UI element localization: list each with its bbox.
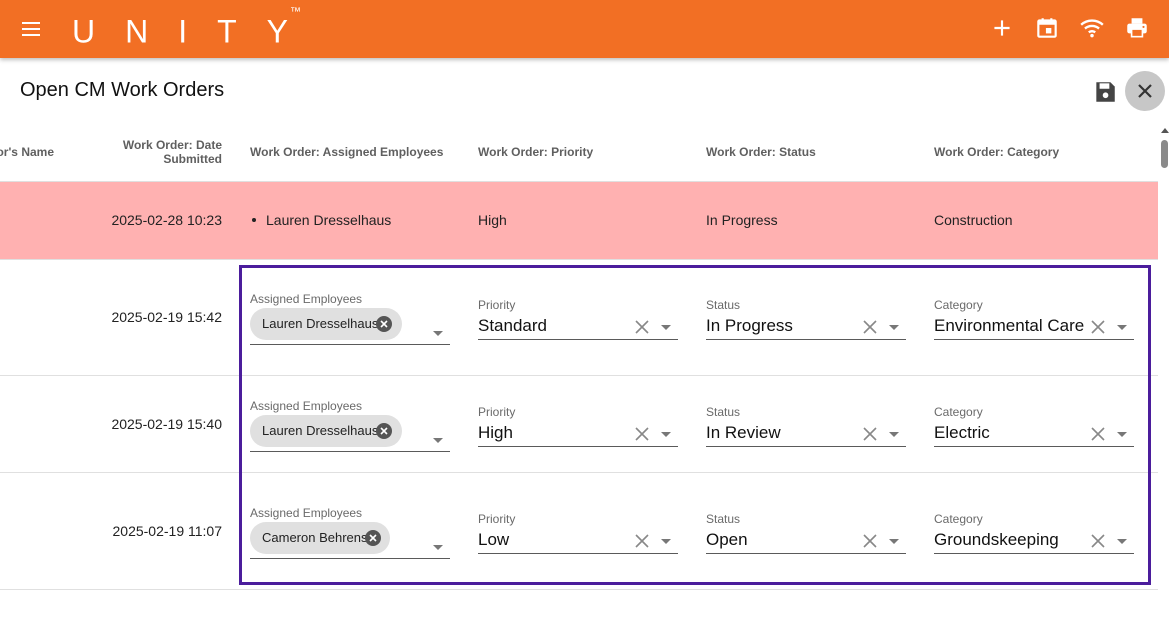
page-title: Open CM Work Orders xyxy=(20,79,225,101)
status-dropdown-caret-icon[interactable] xyxy=(889,432,899,437)
scroll-up-arrow-icon[interactable] xyxy=(1161,128,1169,133)
date-cell: 2025-02-19 15:42 xyxy=(111,309,222,325)
status-dropdown-caret-icon[interactable] xyxy=(889,539,899,544)
priority-select[interactable]: Low xyxy=(478,530,510,549)
app-bar: UNITY™ xyxy=(0,0,1169,58)
category-field-underline xyxy=(934,446,1134,447)
priority-label: Priority xyxy=(478,405,516,419)
priority-field-underline xyxy=(478,339,678,340)
priority-dropdown-caret-icon[interactable] xyxy=(661,432,671,437)
hamburger-menu-icon[interactable] xyxy=(20,17,44,41)
employees-dropdown-caret-icon[interactable] xyxy=(433,438,443,443)
clear-category-icon[interactable] xyxy=(1089,532,1107,550)
header-category[interactable]: Work Order: Category xyxy=(934,145,1060,159)
clear-status-icon[interactable] xyxy=(861,318,879,336)
header-divider xyxy=(0,181,1158,182)
status-select[interactable]: In Progress xyxy=(706,316,793,335)
assigned-employees-label: Assigned Employees xyxy=(250,506,363,520)
priority-field-underline xyxy=(478,446,678,447)
priority-select[interactable]: High xyxy=(478,423,513,442)
add-icon[interactable] xyxy=(989,15,1015,41)
clear-priority-icon[interactable] xyxy=(633,532,651,550)
status-cell: In Progress xyxy=(706,212,778,228)
close-button[interactable] xyxy=(1125,71,1165,111)
category-dropdown-caret-icon[interactable] xyxy=(1117,432,1127,437)
row-divider xyxy=(0,259,1158,260)
category-select[interactable]: Electric xyxy=(934,423,990,442)
employee-chip[interactable]: Lauren Dresselhaus xyxy=(250,308,402,340)
category-dropdown-caret-icon[interactable] xyxy=(1117,325,1127,330)
category-dropdown-caret-icon[interactable] xyxy=(1117,539,1127,544)
category-field-underline xyxy=(934,339,1134,340)
status-dropdown-caret-icon[interactable] xyxy=(889,325,899,330)
chip-remove-icon[interactable] xyxy=(365,530,381,546)
vertical-scrollbar[interactable] xyxy=(1158,126,1169,622)
employees-dropdown-caret-icon[interactable] xyxy=(433,545,443,550)
chip-remove-icon[interactable] xyxy=(376,423,392,439)
category-label: Category xyxy=(934,405,983,419)
row-divider xyxy=(0,375,1158,376)
priority-label: Priority xyxy=(478,512,516,526)
assigned-employees-label: Assigned Employees xyxy=(250,399,363,413)
wifi-icon[interactable] xyxy=(1079,15,1105,41)
employees-field-underline xyxy=(250,451,450,452)
status-label: Status xyxy=(706,405,741,419)
status-field-underline xyxy=(706,339,906,340)
priority-select[interactable]: Standard xyxy=(478,316,547,335)
status-field-underline xyxy=(706,446,906,447)
table-row-edit: 2025-02-19 11:07 Assigned Employees Came… xyxy=(0,473,1158,589)
category-label: Category xyxy=(934,512,983,526)
priority-cell: High xyxy=(478,212,507,228)
table-row-edit: 2025-02-19 15:42 Assigned Employees Laur… xyxy=(0,260,1158,375)
employee-chip[interactable]: Cameron Behrens xyxy=(250,522,390,554)
category-label: Category xyxy=(934,298,983,312)
priority-dropdown-caret-icon[interactable] xyxy=(661,539,671,544)
clear-category-icon[interactable] xyxy=(1089,425,1107,443)
clear-status-icon[interactable] xyxy=(861,532,879,550)
header-date-submitted[interactable]: Work Order: Date Submitted xyxy=(122,138,222,166)
header-priority[interactable]: Work Order: Priority xyxy=(478,145,594,159)
status-select[interactable]: Open xyxy=(706,530,748,549)
clear-priority-icon[interactable] xyxy=(633,425,651,443)
status-label: Status xyxy=(706,298,741,312)
priority-dropdown-caret-icon[interactable] xyxy=(661,325,671,330)
date-cell: 2025-02-28 10:23 xyxy=(111,212,222,228)
print-icon[interactable] xyxy=(1124,15,1150,41)
category-select[interactable]: Environmental Care xyxy=(934,316,1085,335)
category-select[interactable]: Groundskeeping xyxy=(934,530,1059,549)
status-select[interactable]: In Review xyxy=(706,423,781,442)
priority-field-underline xyxy=(478,553,678,554)
assigned-employees-label: Assigned Employees xyxy=(250,292,363,306)
header-assigned-employees[interactable]: Work Order: Assigned Employees xyxy=(250,145,444,159)
scroll-thumb[interactable] xyxy=(1161,140,1168,168)
status-field-underline xyxy=(706,553,906,554)
employees-field-underline xyxy=(250,344,450,345)
row-divider xyxy=(0,472,1158,473)
header-status[interactable]: Work Order: Status xyxy=(706,145,816,159)
calendar-icon[interactable] xyxy=(1034,15,1060,41)
save-icon[interactable] xyxy=(1092,79,1118,105)
employees-field-underline xyxy=(250,558,450,559)
unity-logo: UNITY™ xyxy=(72,6,318,50)
category-field-underline xyxy=(934,553,1134,554)
close-icon xyxy=(1138,84,1152,98)
header-name[interactable]: or's Name xyxy=(0,145,54,159)
table-row-edit: 2025-02-19 15:40 Assigned Employees Laur… xyxy=(0,376,1158,472)
date-cell: 2025-02-19 15:40 xyxy=(111,416,222,432)
chip-remove-icon[interactable] xyxy=(376,316,392,332)
clear-priority-icon[interactable] xyxy=(633,318,651,336)
table-row[interactable]: 2025-02-28 10:23 Lauren Dresselhaus High… xyxy=(0,182,1158,259)
clear-category-icon[interactable] xyxy=(1089,318,1107,336)
priority-label: Priority xyxy=(478,298,516,312)
employee-chip[interactable]: Lauren Dresselhaus xyxy=(250,415,402,447)
date-cell: 2025-02-19 11:07 xyxy=(112,523,223,539)
status-label: Status xyxy=(706,512,741,526)
category-cell: Construction xyxy=(934,212,1013,228)
clear-status-icon[interactable] xyxy=(861,425,879,443)
employees-dropdown-caret-icon[interactable] xyxy=(433,331,443,336)
row-divider xyxy=(0,589,1158,590)
employees-cell: Lauren Dresselhaus xyxy=(252,212,391,228)
